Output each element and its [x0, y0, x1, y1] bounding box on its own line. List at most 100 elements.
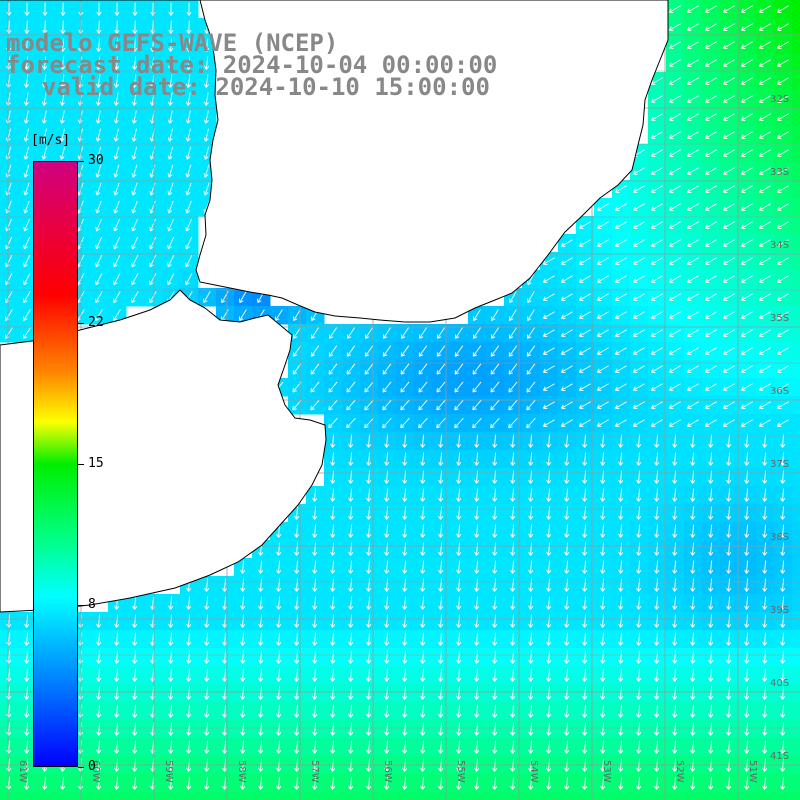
wind-arrow — [726, 686, 732, 700]
wind-arrow — [366, 740, 372, 754]
wind-arrow — [366, 668, 372, 682]
wind-arrow — [204, 668, 210, 682]
wind-arrow — [528, 434, 534, 448]
wind-arrow — [330, 704, 336, 718]
wind-arrow — [113, 309, 121, 321]
wind-arrow — [726, 596, 732, 610]
wind-arrow — [726, 434, 732, 448]
wind-arrow — [346, 345, 356, 357]
wind-arrow — [686, 401, 699, 409]
wind-arrow — [222, 668, 228, 682]
wind-arrow — [203, 110, 209, 124]
wind-arrow — [185, 164, 192, 178]
wind-arrow — [492, 668, 498, 682]
wind-arrow — [23, 291, 31, 304]
wind-arrow — [632, 347, 645, 355]
wind-arrow — [131, 92, 137, 106]
wind-arrow — [95, 110, 101, 124]
wind-arrow — [614, 203, 627, 211]
wind-speed-cell — [792, 522, 800, 541]
wind-arrow — [328, 363, 338, 375]
wind-arrow — [510, 488, 516, 502]
wind-arrow — [758, 203, 771, 211]
wind-arrow — [776, 95, 789, 103]
wind-arrow — [294, 542, 300, 556]
wind-arrow — [632, 239, 645, 247]
wind-arrow — [492, 686, 498, 700]
wind-arrow — [42, 2, 48, 16]
wind-arrow — [24, 38, 30, 52]
wind-arrow — [204, 38, 210, 52]
wind-arrow — [490, 327, 499, 339]
wind-arrow — [330, 722, 336, 736]
wind-speed-cell — [792, 342, 800, 361]
wind-arrow — [185, 128, 191, 142]
wind-arrow — [292, 327, 301, 339]
wind-arrow — [454, 363, 464, 375]
wind-arrow — [222, 632, 228, 646]
wind-arrow — [708, 650, 714, 664]
wind-arrow — [258, 686, 264, 700]
wind-arrow — [328, 327, 337, 339]
wind-arrow — [114, 668, 120, 682]
wind-arrow — [654, 560, 660, 574]
wind-arrow — [650, 365, 663, 373]
wind-arrow — [600, 668, 606, 682]
wind-arrow — [456, 632, 462, 646]
wind-arrow — [726, 488, 732, 502]
wind-arrow — [492, 722, 498, 736]
wind-arrow — [668, 95, 681, 103]
wind-arrow — [438, 596, 444, 610]
wind-arrow — [776, 131, 789, 139]
wind-arrow — [330, 578, 336, 592]
wind-arrow — [740, 95, 753, 103]
lat-label: 37S — [770, 459, 789, 470]
wind-speed-cell — [648, 792, 667, 800]
wind-arrow — [722, 221, 735, 229]
wind-arrow — [758, 23, 771, 31]
wind-arrow — [382, 381, 392, 393]
wind-arrow — [546, 650, 552, 664]
wind-arrow — [650, 311, 663, 319]
wind-arrow — [762, 434, 768, 448]
wind-arrow — [438, 542, 444, 556]
wind-speed-cell — [522, 792, 541, 800]
wind-arrow — [740, 113, 753, 121]
wind-arrow — [114, 38, 120, 52]
wind-arrow — [203, 164, 210, 178]
wind-arrow — [740, 5, 753, 13]
wind-arrow — [492, 542, 498, 556]
wind-arrow — [276, 776, 282, 790]
wind-arrow — [348, 452, 354, 466]
wind-arrow — [632, 293, 645, 301]
wind-arrow — [258, 614, 264, 628]
wind-arrow — [582, 632, 588, 646]
wind-arrow — [582, 488, 588, 502]
wind-speed-cell — [738, 792, 757, 800]
wind-speed-cell — [792, 252, 800, 271]
wind-arrow — [23, 309, 31, 321]
wind-arrow — [454, 345, 464, 357]
wind-arrow — [560, 401, 573, 409]
wind-arrow — [438, 452, 444, 466]
wind-arrow — [96, 38, 102, 52]
wind-arrow — [560, 293, 573, 301]
wind-arrow — [654, 722, 660, 736]
wind-arrow — [113, 128, 119, 142]
wind-arrow — [650, 401, 663, 409]
wind-speed-cell — [54, 792, 73, 800]
wind-arrow — [614, 383, 627, 391]
wind-arrow — [510, 596, 516, 610]
wind-arrow — [294, 740, 300, 754]
wind-arrow — [690, 704, 696, 718]
wind-arrow — [776, 329, 789, 337]
wind-arrow — [564, 506, 570, 520]
wind-arrow — [708, 434, 714, 448]
wind-arrow — [708, 542, 714, 556]
wind-arrow — [96, 74, 102, 88]
wind-speed-cell — [792, 738, 800, 757]
wind-arrow — [384, 704, 390, 718]
wind-arrow — [312, 524, 318, 538]
wind-arrow — [780, 776, 786, 790]
wind-arrow — [438, 488, 444, 502]
